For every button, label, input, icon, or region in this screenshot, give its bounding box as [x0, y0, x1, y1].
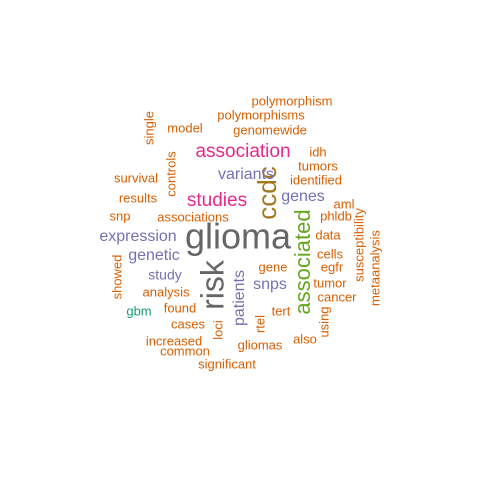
word-susceptibility: susceptibility [351, 208, 366, 282]
word-loci: loci [210, 320, 225, 340]
word-snp: snp [110, 208, 131, 223]
word-glioma: glioma [185, 216, 292, 257]
word-polymorphism: polymorphism [252, 93, 333, 108]
word-patients: patients [231, 270, 248, 326]
word-snps: snps [253, 276, 287, 293]
word-rtel: rtel [252, 315, 267, 333]
word-genes: genes [281, 188, 325, 205]
word-common: common [160, 343, 210, 358]
word-survival: survival [114, 170, 158, 185]
word-metaanalysis: metaanalysis [367, 230, 382, 306]
word-associated: associated [290, 209, 315, 314]
word-ccdc: ccdc [252, 166, 282, 219]
word-model: model [167, 120, 203, 135]
word-increased: increased [146, 333, 202, 348]
word-gbm: gbm [126, 303, 151, 318]
word-associations: associations [157, 209, 229, 224]
word-tumor: tumor [313, 275, 347, 290]
word-expression: expression [99, 228, 176, 245]
word-using: using [316, 306, 331, 337]
word-also: also [293, 331, 317, 346]
word-idh: idh [309, 144, 326, 159]
word-genomewide: genomewide [233, 122, 307, 137]
word-association: association [195, 141, 290, 162]
word-single: single [141, 111, 156, 145]
word-cells: cells [317, 246, 344, 261]
word-identified: identified [290, 172, 342, 187]
word-found: found [164, 300, 197, 315]
word-results: results [119, 190, 158, 205]
word-analysis: analysis [143, 284, 190, 299]
word-study: study [148, 267, 181, 283]
word-phldb: phldb [320, 208, 352, 223]
word-controls: controls [163, 151, 178, 197]
word-data: data [315, 227, 341, 242]
word-gliomas: gliomas [238, 337, 283, 352]
word-gene: gene [259, 259, 288, 274]
word-studies: studies [187, 190, 247, 211]
word-polymorphisms: polymorphisms [217, 107, 305, 122]
word-egfr: egfr [321, 259, 344, 274]
word-significant: significant [198, 356, 256, 371]
word-tumors: tumors [298, 158, 338, 173]
word-cancer: cancer [317, 289, 357, 304]
word-tert: tert [272, 303, 291, 318]
word-variants: variants [218, 166, 274, 183]
word-genetic: genetic [128, 247, 180, 264]
word-risk: risk [194, 259, 230, 310]
word-cases: cases [171, 316, 205, 331]
word-aml: aml [334, 196, 355, 211]
word-showed: showed [109, 255, 124, 300]
